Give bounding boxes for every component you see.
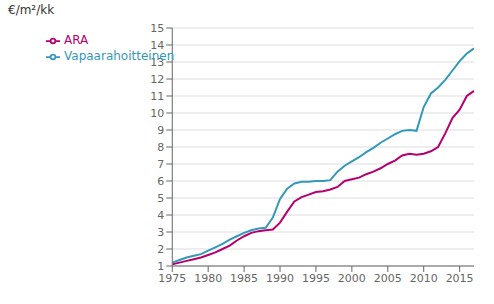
- svg-text:7: 7: [157, 158, 164, 171]
- svg-text:1975: 1975: [158, 272, 186, 285]
- svg-text:15: 15: [150, 22, 164, 35]
- svg-text:14: 14: [150, 39, 164, 52]
- svg-text:2005: 2005: [374, 272, 402, 285]
- svg-text:1985: 1985: [230, 272, 258, 285]
- svg-text:13: 13: [150, 56, 164, 69]
- svg-text:1995: 1995: [302, 272, 330, 285]
- svg-text:8: 8: [157, 141, 164, 154]
- svg-text:2: 2: [157, 243, 164, 256]
- svg-text:5: 5: [157, 192, 164, 205]
- svg-text:10: 10: [150, 107, 164, 120]
- svg-text:12: 12: [150, 73, 164, 86]
- svg-text:9: 9: [157, 124, 164, 137]
- svg-text:3: 3: [157, 226, 164, 239]
- svg-text:6: 6: [157, 175, 164, 188]
- svg-text:4: 4: [157, 209, 164, 222]
- svg-text:2015: 2015: [446, 272, 474, 285]
- svg-text:2010: 2010: [410, 272, 438, 285]
- svg-text:11: 11: [150, 90, 164, 103]
- svg-text:2000: 2000: [338, 272, 366, 285]
- svg-text:1990: 1990: [266, 272, 294, 285]
- svg-text:1980: 1980: [194, 272, 222, 285]
- svg-text:1: 1: [157, 260, 164, 273]
